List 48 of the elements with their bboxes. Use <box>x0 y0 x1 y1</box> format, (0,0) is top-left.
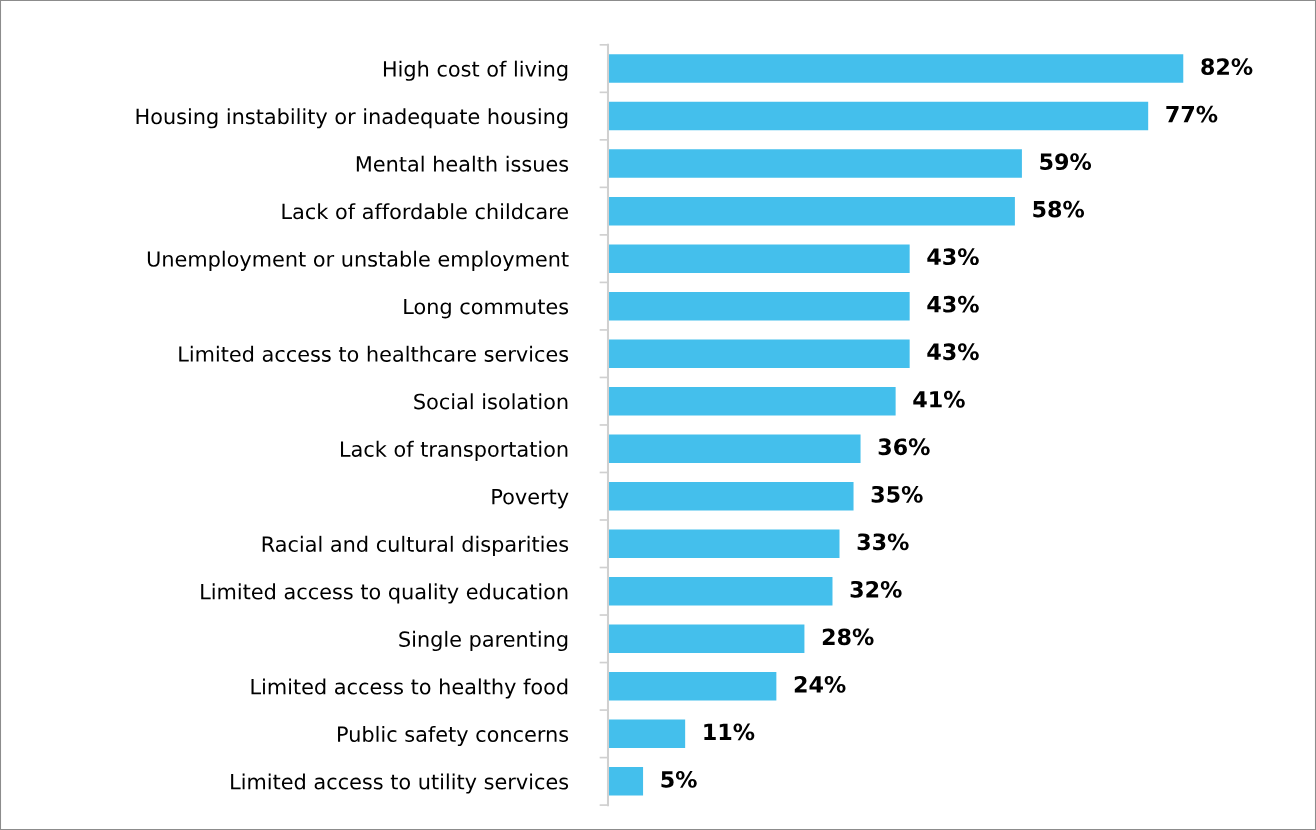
bar <box>607 386 896 416</box>
data-label: 35% <box>871 485 923 503</box>
bar <box>607 577 833 606</box>
y-tick-label: Lack of transportation <box>341 440 568 461</box>
bar <box>607 481 854 511</box>
y-tick-label: Limited access to healthy food <box>251 678 568 699</box>
y-tick-label: Long commutes <box>404 298 569 319</box>
bar <box>607 672 777 701</box>
y-tick-label: Racial and cultural disparities <box>262 535 569 556</box>
y-tick-label: Single parenting <box>399 630 568 652</box>
y-tick-label: Limited access to quality education <box>201 583 568 604</box>
bar <box>607 434 861 463</box>
bar <box>607 339 910 368</box>
data-label: 43% <box>927 248 979 266</box>
y-tick-label: Limited access to healthcare services <box>179 345 569 362</box>
data-label: 33% <box>857 533 909 551</box>
data-label: 5% <box>661 770 697 788</box>
data-label: 28% <box>822 628 874 646</box>
bar <box>607 624 805 654</box>
data-label: 58% <box>1033 200 1085 218</box>
y-tick-label: Public safety concerns <box>338 725 569 747</box>
data-label: 24% <box>794 675 846 693</box>
y-tick-label: Lack of affordable childcare <box>282 203 568 220</box>
data-label: 43% <box>927 343 979 361</box>
y-tick-label: Limited access to utility services <box>231 773 569 794</box>
bar <box>607 101 1149 131</box>
y-tick-label: Social isolation <box>414 393 568 410</box>
bar <box>607 529 840 559</box>
bar <box>607 767 644 796</box>
bar <box>607 291 910 321</box>
data-label: 32% <box>850 580 902 598</box>
bar <box>607 149 1022 178</box>
bar <box>607 54 1184 83</box>
bar <box>607 244 910 273</box>
data-label: 77% <box>1166 105 1218 123</box>
data-label: 41% <box>913 390 965 408</box>
data-label: 82% <box>1201 58 1253 76</box>
bar <box>607 719 686 749</box>
y-tick-label: Housing instability or inadequate housing <box>136 108 568 129</box>
y-tick-label: Unemployment or unstable employment <box>147 250 569 271</box>
bar <box>607 196 1015 226</box>
y-tick-label: Mental health issues <box>356 155 569 172</box>
y-tick-label: Poverty <box>492 488 569 509</box>
y-tick-label: High cost of living <box>383 60 568 81</box>
data-label: 59% <box>1040 153 1092 171</box>
data-label: 43% <box>927 295 979 313</box>
data-label: 11% <box>704 723 755 741</box>
data-label: 36% <box>878 438 930 456</box>
